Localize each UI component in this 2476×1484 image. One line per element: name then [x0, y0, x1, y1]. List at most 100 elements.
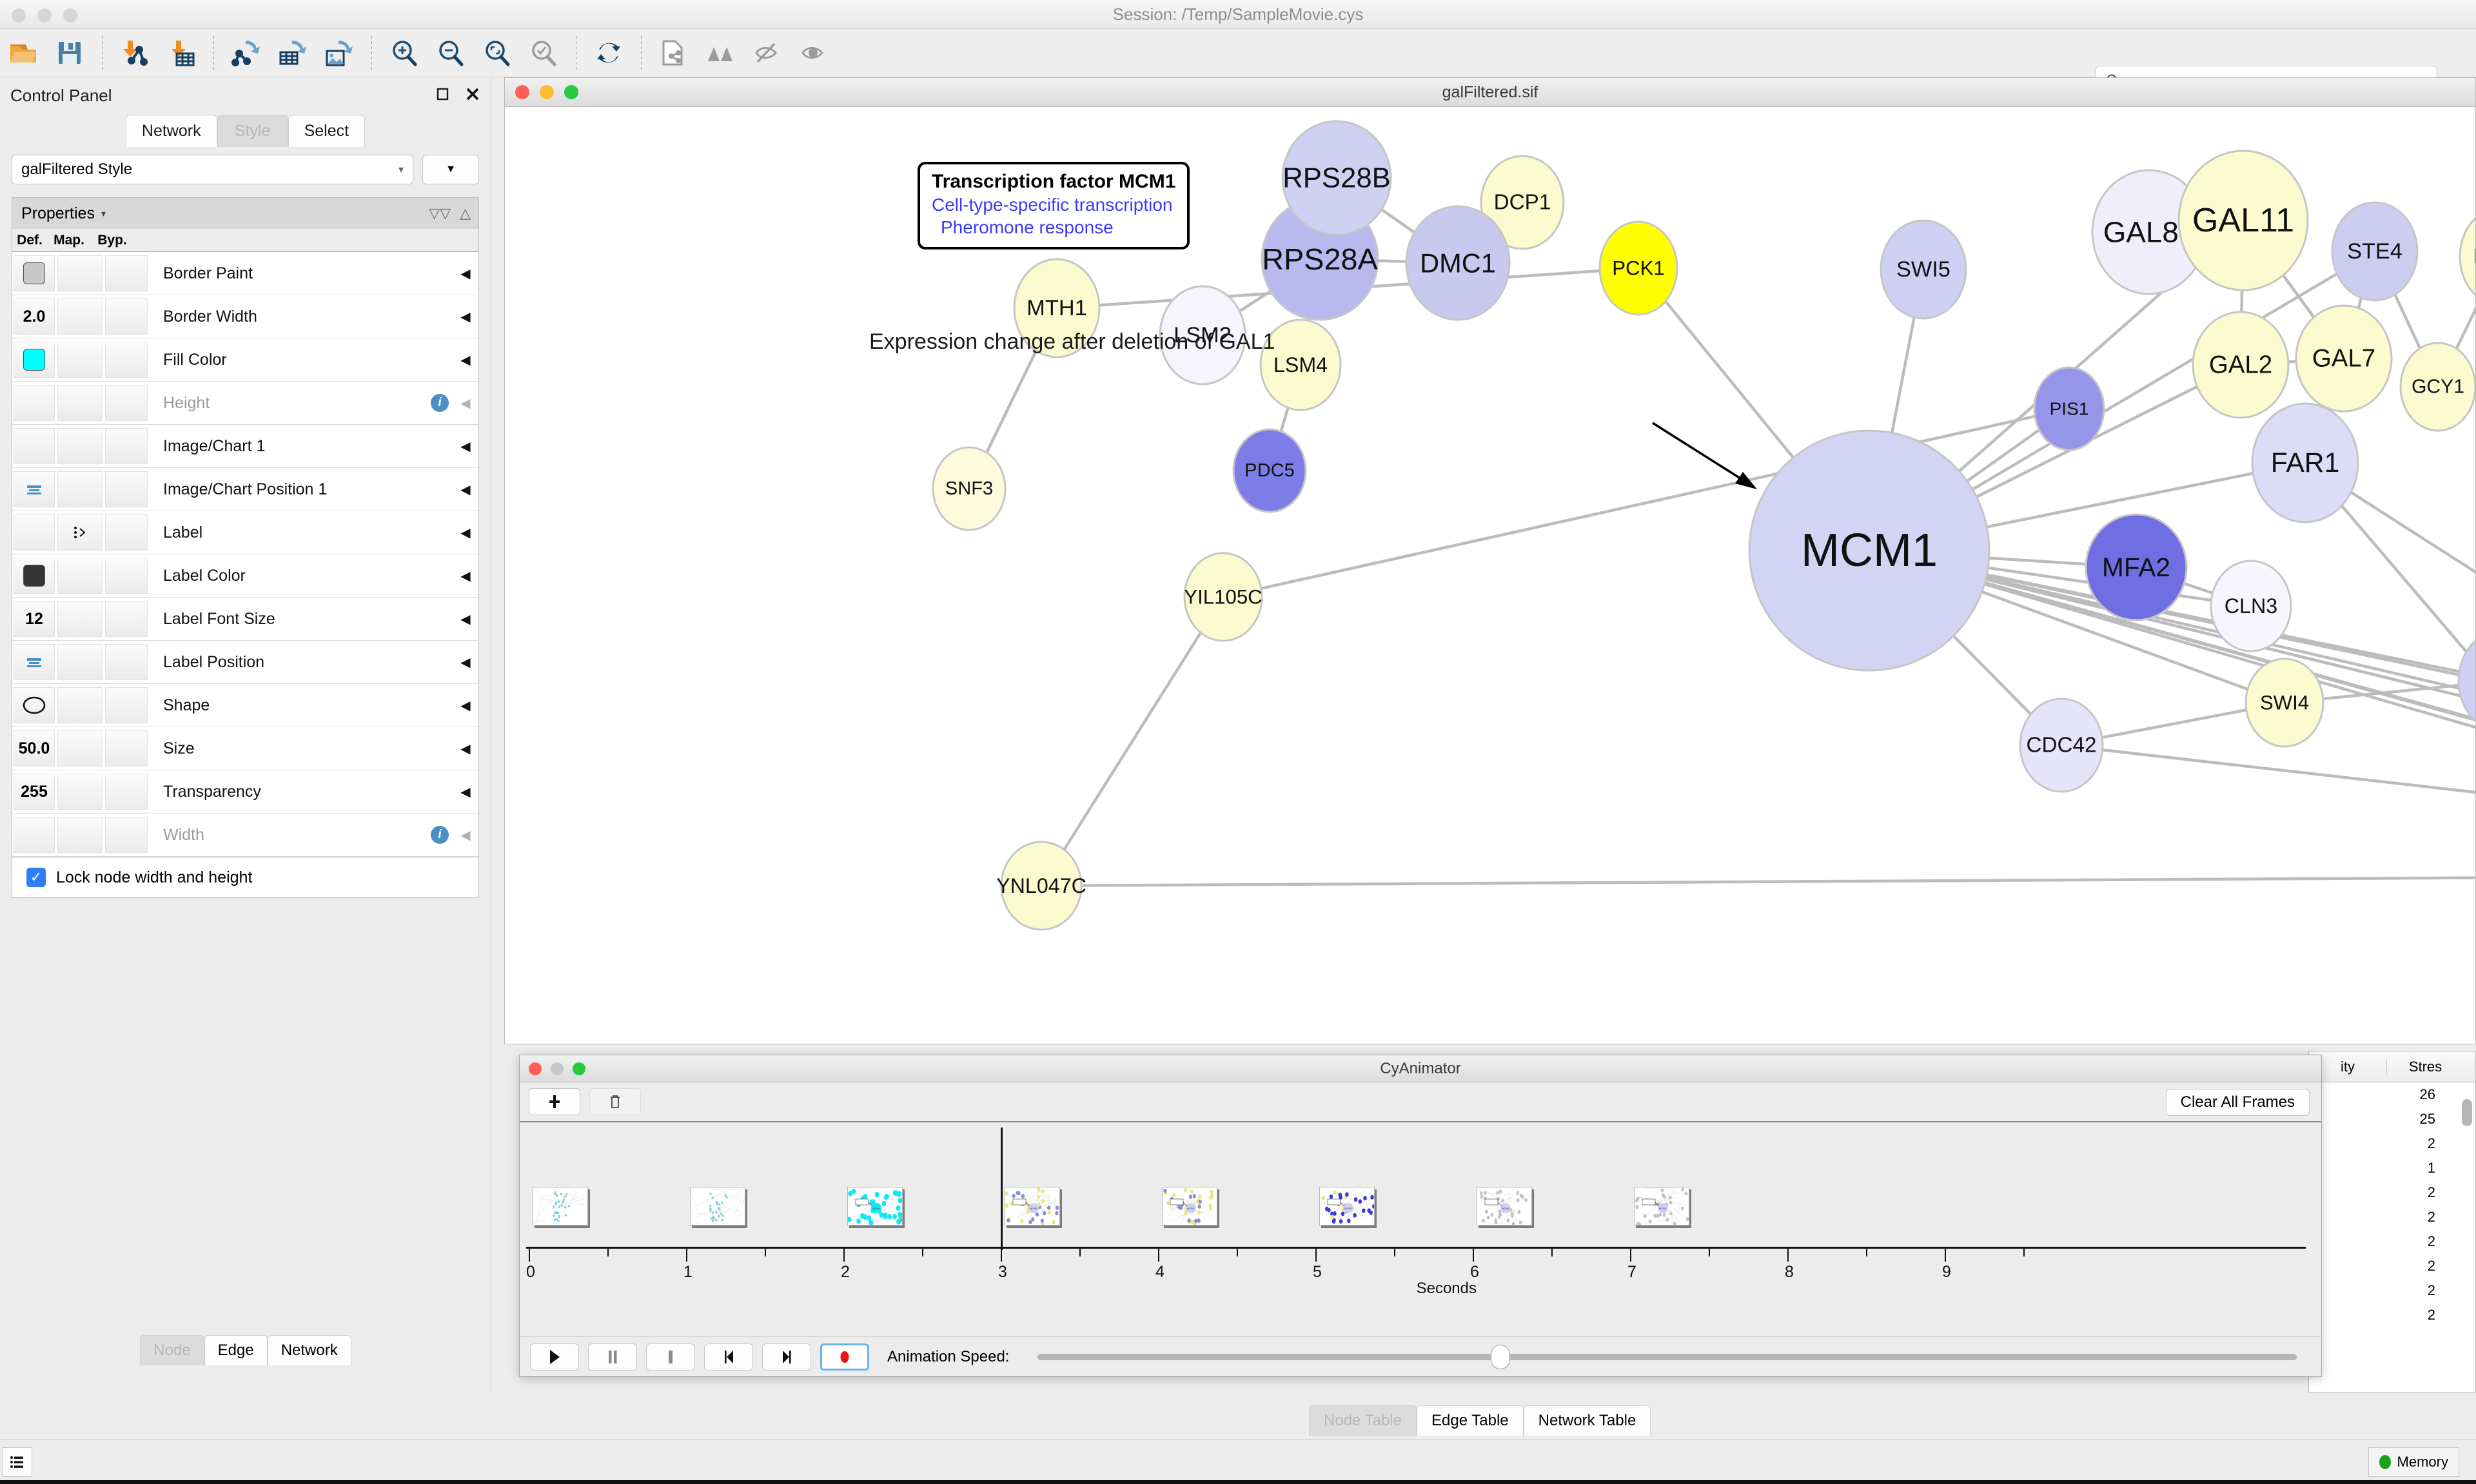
- property-mapping-cell[interactable]: [57, 298, 103, 335]
- cyanimator-traffic-lights[interactable]: [529, 1062, 585, 1075]
- info-icon[interactable]: i: [431, 826, 449, 844]
- zoom-dot[interactable]: [573, 1062, 585, 1075]
- new-network-icon[interactable]: [651, 33, 697, 73]
- refresh-icon[interactable]: [585, 33, 632, 73]
- color-swatch[interactable]: [23, 262, 45, 284]
- property-row[interactable]: 50.0 Size ◀: [12, 727, 478, 770]
- network-edge[interactable]: [1869, 549, 2475, 873]
- network-edge[interactable]: [1041, 876, 2475, 888]
- network-node[interactable]: STE4: [2331, 201, 2419, 302]
- zoom-in-icon[interactable]: [381, 33, 427, 73]
- clear-all-frames-button[interactable]: Clear All Frames: [2165, 1089, 2310, 1116]
- property-mapping-cell[interactable]: [57, 774, 103, 810]
- network-node[interactable]: SWI4: [2245, 658, 2324, 748]
- property-mapping-cell[interactable]: [57, 730, 103, 766]
- save-icon[interactable]: [46, 33, 93, 73]
- stop-button[interactable]: [646, 1343, 695, 1371]
- network-node[interactable]: MTH1: [1013, 258, 1101, 358]
- chevron-down-icon[interactable]: ▾: [101, 208, 106, 219]
- network-node[interactable]: SWI5: [1880, 219, 1967, 320]
- expand-arrow-icon[interactable]: ◀: [460, 266, 471, 281]
- property-row[interactable]: Label ◀: [12, 511, 478, 554]
- network-edge[interactable]: [2304, 462, 2475, 877]
- network-node[interactable]: DMC1: [1405, 205, 1511, 321]
- timeline-frame[interactable]: MCM1: [1005, 1187, 1060, 1225]
- timeline-frame[interactable]: MCM1: [1634, 1187, 1689, 1225]
- property-mapping-cell[interactable]: [57, 644, 103, 680]
- import-table-icon[interactable]: [158, 33, 204, 73]
- property-row[interactable]: Width i ◀: [12, 814, 478, 857]
- show-all-icon[interactable]: [790, 33, 836, 73]
- expand-arrow-icon[interactable]: ◀: [460, 828, 471, 843]
- table-row[interactable]: 2: [2427, 1258, 2435, 1274]
- network-node[interactable]: PDC5: [1232, 428, 1307, 513]
- property-mapping-cell[interactable]: [57, 558, 103, 594]
- network-node[interactable]: HAP2: [2459, 208, 2475, 306]
- expand-arrow-icon[interactable]: ◀: [460, 655, 471, 670]
- property-row[interactable]: Label Position ◀: [12, 641, 478, 684]
- minimize-dot[interactable]: [37, 8, 52, 23]
- network-node[interactable]: CLN3: [2210, 560, 2292, 652]
- record-button[interactable]: [820, 1343, 869, 1371]
- network-canvas[interactable]: MTH1 SNF3 LSM2 LSM4 RPS28A RPS28B DCP1 DMC1 PCK1…: [505, 107, 2475, 1044]
- property-bypass-cell[interactable]: [105, 471, 148, 507]
- delete-frame-button[interactable]: [589, 1088, 641, 1115]
- maximize-icon[interactable]: [435, 86, 451, 102]
- timeline-frame[interactable]: [533, 1187, 588, 1225]
- property-bypass-cell[interactable]: [105, 774, 148, 810]
- property-default-cell[interactable]: 255: [14, 774, 55, 810]
- table-row[interactable]: 2: [2427, 1233, 2435, 1249]
- property-default-cell[interactable]: [14, 342, 55, 378]
- lock-node-size-row[interactable]: ✓ Lock node width and height: [12, 857, 478, 897]
- tab-network-table[interactable]: Network Table: [1523, 1405, 1651, 1436]
- export-image-icon[interactable]: [316, 33, 362, 73]
- property-default-cell[interactable]: [14, 428, 55, 464]
- network-node[interactable]: DCP1: [1480, 155, 1565, 250]
- color-swatch[interactable]: [23, 565, 45, 587]
- export-table-icon[interactable]: [270, 33, 316, 73]
- window-traffic-lights[interactable]: [12, 8, 77, 23]
- timeline-frame[interactable]: MCM1: [1477, 1187, 1532, 1225]
- network-node[interactable]: GAL11: [2177, 150, 2309, 291]
- property-default-cell[interactable]: [14, 471, 55, 507]
- close-dot[interactable]: [515, 85, 529, 99]
- add-frame-button[interactable]: [529, 1088, 580, 1115]
- annotation-box[interactable]: Transcription factor MCM1 Cell-type-spec…: [918, 162, 1190, 249]
- expand-arrow-icon[interactable]: ◀: [460, 439, 471, 454]
- tab-edge-table[interactable]: Edge Table: [1416, 1405, 1524, 1436]
- property-row[interactable]: Image/Chart Position 1 ◀: [12, 468, 478, 511]
- network-node[interactable]: PCK1: [1598, 220, 1678, 316]
- frame-strip[interactable]: MCM1 MCM1 MCM1 MCM1 MCM1 MCM1: [520, 1187, 2321, 1251]
- expand-all-icon[interactable]: ▽▽: [429, 205, 451, 221]
- property-default-cell[interactable]: [14, 255, 55, 291]
- network-node[interactable]: GAL7: [2295, 304, 2393, 413]
- expand-arrow-icon[interactable]: ◀: [460, 569, 471, 583]
- network-node[interactable]: LSM4: [1259, 318, 1342, 411]
- property-row[interactable]: 255 Transparency ◀: [12, 770, 478, 814]
- network-node[interactable]: SLT2: [2457, 629, 2475, 732]
- animation-speed-slider[interactable]: [1037, 1344, 2297, 1369]
- zoom-fit-icon[interactable]: [474, 33, 520, 73]
- network-edge[interactable]: [1040, 596, 1224, 887]
- minimize-dot[interactable]: [540, 85, 554, 99]
- last-frame-button[interactable]: [762, 1343, 811, 1371]
- property-mapping-cell[interactable]: [57, 428, 103, 464]
- network-node[interactable]: YIL105C: [1183, 552, 1263, 642]
- network-node[interactable]: MFA2: [2085, 513, 2188, 621]
- property-bypass-cell[interactable]: [105, 558, 148, 594]
- table-row[interactable]: 25: [2419, 1111, 2435, 1127]
- tab-edge[interactable]: Edge: [204, 1335, 268, 1365]
- network-node[interactable]: MCM1: [1748, 429, 1990, 672]
- property-bypass-cell[interactable]: [105, 730, 148, 766]
- tab-node-table[interactable]: Node Table: [1309, 1405, 1417, 1436]
- pause-button[interactable]: [588, 1343, 637, 1371]
- property-default-cell[interactable]: 50.0: [14, 730, 55, 766]
- property-mapping-cell[interactable]: [57, 342, 103, 378]
- property-bypass-cell[interactable]: [105, 601, 148, 637]
- close-dot[interactable]: [12, 8, 26, 23]
- property-mapping-cell[interactable]: [57, 817, 103, 853]
- property-default-cell[interactable]: 12: [14, 601, 55, 637]
- table-row[interactable]: 2: [2427, 1184, 2435, 1200]
- property-bypass-cell[interactable]: [105, 644, 148, 680]
- property-bypass-cell[interactable]: [105, 817, 148, 853]
